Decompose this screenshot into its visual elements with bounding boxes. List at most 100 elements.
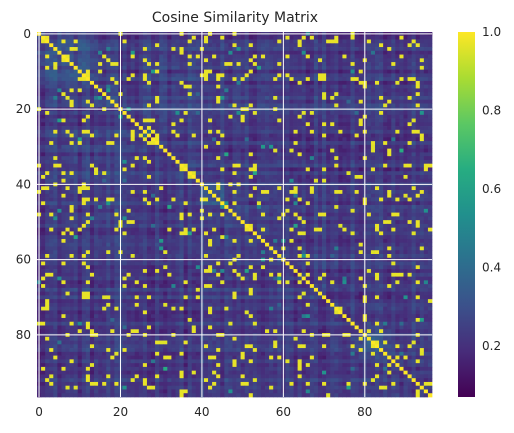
heatmap-cell <box>195 126 201 131</box>
heatmap-cell <box>366 50 372 55</box>
heatmap-cell <box>94 141 99 146</box>
heatmap-cell <box>269 69 274 74</box>
heatmap-cell <box>236 62 241 67</box>
heatmap-cell <box>334 50 339 55</box>
heatmap-cell <box>273 156 278 161</box>
heatmap-cell <box>248 88 254 93</box>
heatmap-cell <box>350 47 355 52</box>
heatmap-cell <box>151 129 156 134</box>
heatmap-cell <box>265 141 270 146</box>
heatmap-cell <box>244 77 250 82</box>
heatmap-cell <box>395 111 400 116</box>
heatmap-cell <box>338 212 343 217</box>
heatmap-cell <box>330 133 335 138</box>
heatmap-cell <box>265 186 270 191</box>
heatmap-cell <box>138 84 144 89</box>
heatmap-cell <box>203 129 209 134</box>
heatmap-cell <box>224 178 229 183</box>
heatmap-cell <box>374 58 380 63</box>
heatmap-cell <box>81 171 87 176</box>
heatmap-cell <box>126 186 132 191</box>
heatmap-cell <box>45 216 50 221</box>
heatmap-cell <box>273 197 278 202</box>
heatmap-cell <box>155 148 160 153</box>
heatmap-cell <box>265 77 270 82</box>
heatmap-cell <box>383 178 388 183</box>
heatmap-cell <box>155 152 160 157</box>
heatmap-cell <box>256 137 262 142</box>
heatmap-cell <box>102 190 107 195</box>
heatmap-cell <box>175 190 180 195</box>
heatmap-cell <box>293 208 298 213</box>
heatmap-cell <box>379 73 384 78</box>
heatmap-cell <box>187 174 193 180</box>
heatmap-cell <box>391 133 396 138</box>
heatmap-cell <box>387 103 392 108</box>
heatmap-cell <box>338 65 343 70</box>
heatmap-cell <box>366 88 372 93</box>
heatmap-cell <box>419 133 425 138</box>
heatmap-cell <box>49 99 54 104</box>
heatmap-cell <box>322 174 327 180</box>
heatmap-cell <box>151 62 156 67</box>
heatmap-cell <box>387 216 392 221</box>
heatmap-cell <box>195 174 201 180</box>
heatmap-cell <box>155 126 160 131</box>
heatmap-cell <box>114 141 119 146</box>
heatmap-cell <box>399 73 404 78</box>
heatmap-cell <box>411 129 417 134</box>
heatmap-cell <box>179 205 184 210</box>
heatmap-cell <box>208 163 213 168</box>
heatmap-cell <box>265 137 270 142</box>
heatmap-cell <box>265 92 270 97</box>
heatmap-cell <box>334 208 339 213</box>
heatmap-cell <box>374 118 380 123</box>
heatmap-cell <box>411 201 417 206</box>
heatmap-cell <box>265 73 270 78</box>
heatmap-cell <box>41 174 46 180</box>
heatmap-cell <box>53 171 58 176</box>
heatmap-cell <box>342 118 347 123</box>
heatmap-cell <box>98 47 103 52</box>
heatmap-cell <box>224 35 229 40</box>
heatmap-cell <box>383 141 388 146</box>
heatmap-cell <box>232 103 237 108</box>
heatmap-cell <box>53 193 58 198</box>
heatmap-cell <box>146 205 152 210</box>
heatmap-cell <box>248 137 254 142</box>
heatmap-cell <box>244 95 250 101</box>
heatmap-cell <box>387 35 392 40</box>
heatmap-cell <box>146 190 152 195</box>
heatmap-cell <box>240 163 246 168</box>
heatmap-cell <box>171 190 176 195</box>
heatmap-cell <box>260 126 266 131</box>
heatmap-cell <box>383 118 388 123</box>
heatmap-cell <box>379 103 384 108</box>
heatmap-cell <box>391 152 396 157</box>
heatmap-cell <box>399 58 404 63</box>
heatmap-cell <box>379 69 384 74</box>
heatmap-cell <box>53 178 58 183</box>
heatmap-cell <box>342 186 347 191</box>
heatmap-cell <box>146 220 152 225</box>
heatmap-cell <box>273 220 278 225</box>
heatmap-cell <box>419 197 425 202</box>
heatmap-cell <box>130 39 136 44</box>
heatmap-cell <box>395 88 400 93</box>
heatmap-cell <box>138 193 144 198</box>
heatmap-cell <box>248 190 254 195</box>
heatmap-cell <box>203 111 209 116</box>
heatmap-cell <box>102 65 107 70</box>
heatmap-cell <box>289 69 294 74</box>
heatmap-cell <box>179 35 184 40</box>
heatmap-cell <box>126 111 132 116</box>
heatmap-cell <box>155 92 160 97</box>
heatmap-cell <box>354 92 360 97</box>
heatmap-cell <box>358 69 364 74</box>
heatmap-cell <box>277 193 282 198</box>
heatmap-cell <box>407 43 412 48</box>
heatmap-cell <box>346 186 351 191</box>
heatmap-cell <box>370 88 376 93</box>
heatmap-cell <box>244 201 250 206</box>
heatmap-cell <box>183 65 189 70</box>
